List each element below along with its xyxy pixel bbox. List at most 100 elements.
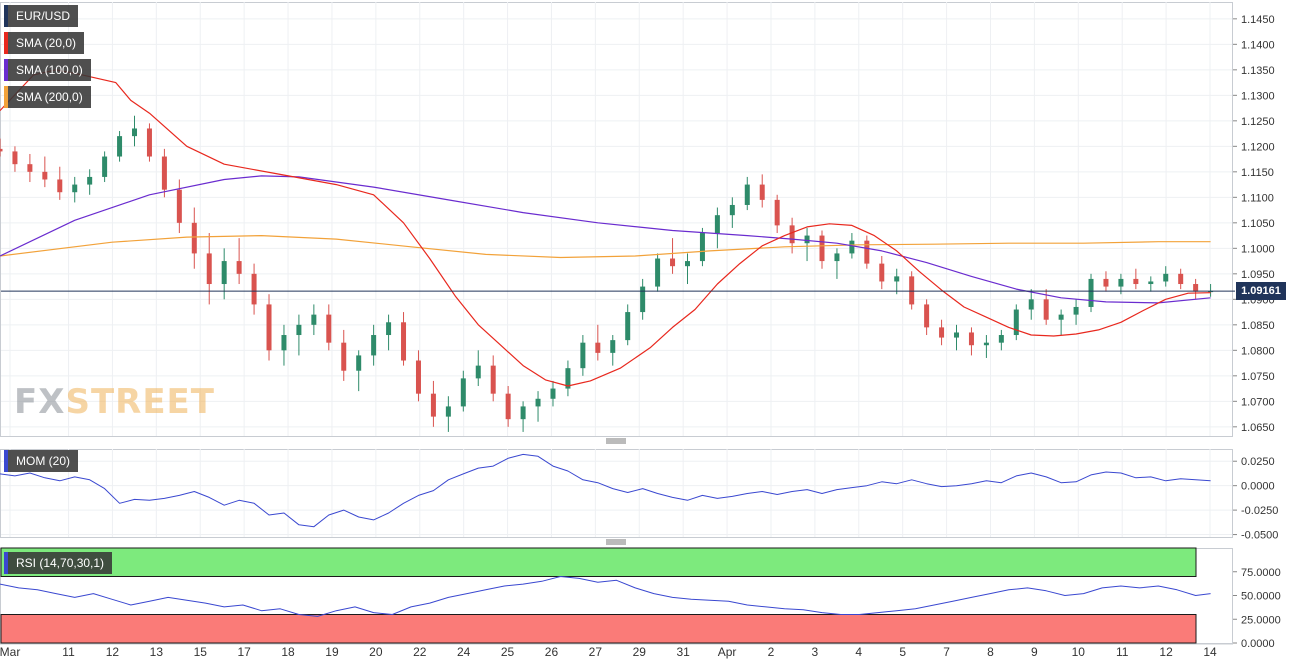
legend-sma20-label: SMA (20,0)	[16, 36, 77, 50]
candle-body	[1028, 299, 1034, 310]
x-tick-label: 27	[589, 645, 603, 659]
candle	[1193, 278, 1199, 300]
momentum-tick-label: 0.0000	[1241, 481, 1275, 493]
candle	[714, 207, 720, 249]
price-tick-label: 1.0650	[1241, 422, 1275, 434]
candle-body	[0, 148, 3, 152]
candle-body	[281, 335, 287, 351]
candle	[236, 238, 242, 285]
candle	[490, 355, 496, 402]
candle-body	[311, 314, 317, 325]
candle	[266, 294, 272, 361]
price-tick-label: 1.0800	[1241, 345, 1275, 357]
candle-body	[206, 253, 212, 285]
rsi-tick-label: 0.0000	[1241, 638, 1275, 650]
legend-symbol-label: EUR/USD	[16, 9, 71, 23]
legend-sma20: SMA (20,0)	[4, 32, 85, 54]
x-tick-label: 22	[413, 645, 427, 659]
candle-body	[625, 312, 631, 341]
x-tick-label: 4	[855, 645, 862, 659]
rsi-overbought-band	[0, 547, 1197, 577]
candle	[475, 350, 481, 387]
price-tick-label: 1.1100	[1241, 192, 1274, 204]
candle-body	[72, 184, 78, 193]
candle-body	[371, 335, 377, 356]
x-tick-label: 20	[369, 645, 383, 659]
candle	[386, 314, 392, 351]
candle	[565, 360, 571, 397]
candle	[804, 227, 810, 262]
rsi-oversold-band	[0, 614, 1197, 644]
watermark-part1: FX	[14, 382, 66, 422]
legend-sma100-label: SMA (100,0)	[16, 63, 83, 77]
x-tick-label: 15	[194, 645, 208, 659]
candle-body	[894, 276, 900, 282]
candle	[894, 268, 900, 295]
candle-body	[1013, 309, 1019, 336]
candle	[640, 278, 646, 320]
x-tick-label: 2	[768, 645, 775, 659]
candle-body	[655, 258, 661, 287]
legend-sma200: SMA (200,0)	[4, 86, 91, 108]
candle	[1163, 266, 1169, 287]
momentum-tick-label: -0.0500	[1241, 530, 1278, 542]
candle	[251, 263, 257, 315]
candle-body	[909, 276, 915, 305]
x-tick-label: 5	[899, 645, 906, 659]
candle-body	[221, 261, 227, 285]
candle	[117, 131, 123, 162]
x-tick-label: 29	[633, 645, 647, 659]
candle	[520, 401, 526, 432]
candle	[535, 391, 541, 422]
candle	[1148, 276, 1154, 292]
candle-body	[87, 176, 93, 185]
candle	[42, 156, 48, 188]
candle	[146, 123, 152, 162]
candle	[356, 350, 362, 392]
candle-body	[356, 355, 362, 371]
candle	[774, 194, 780, 234]
candle	[879, 255, 885, 290]
price-tick-label: 1.1050	[1241, 218, 1275, 230]
candle-body	[864, 240, 870, 264]
candle	[684, 253, 690, 285]
candle	[954, 324, 960, 351]
candle	[191, 207, 197, 269]
candle	[580, 335, 586, 376]
legend-sma200-label: SMA (200,0)	[16, 90, 83, 104]
candle	[759, 174, 765, 208]
x-tick-label: 26	[545, 645, 559, 659]
candle-body	[266, 304, 272, 351]
candle	[505, 386, 511, 427]
price-tick-label: 1.1000	[1241, 243, 1275, 255]
candle-body	[954, 332, 960, 338]
candle-body	[729, 204, 735, 216]
candle	[924, 299, 930, 336]
candle	[983, 335, 989, 358]
legend-rsi: RSI (14,70,30,1)	[4, 552, 113, 574]
candle	[102, 151, 108, 183]
x-tick-label: 17	[237, 645, 251, 659]
candle-body	[415, 360, 421, 394]
candle-body	[804, 235, 810, 244]
candle	[625, 304, 631, 346]
candle-body	[789, 225, 795, 244]
candle	[610, 335, 616, 366]
candle	[1058, 309, 1064, 336]
price-tick-label: 1.1250	[1241, 116, 1275, 128]
candle	[430, 380, 436, 427]
candle	[445, 396, 451, 432]
candle	[864, 235, 870, 269]
candle-body	[1073, 306, 1079, 315]
candle-body	[535, 398, 541, 407]
candle-body	[191, 222, 197, 254]
candle	[57, 166, 63, 200]
candle-body	[595, 342, 601, 353]
candle-body	[1193, 284, 1199, 292]
legend-swatch-symbol	[4, 5, 8, 27]
fxstreet-watermark: FXSTREET	[14, 382, 215, 422]
candle-body	[1088, 278, 1094, 307]
legend-symbol: EUR/USD	[4, 5, 79, 27]
candle-body	[520, 406, 526, 420]
